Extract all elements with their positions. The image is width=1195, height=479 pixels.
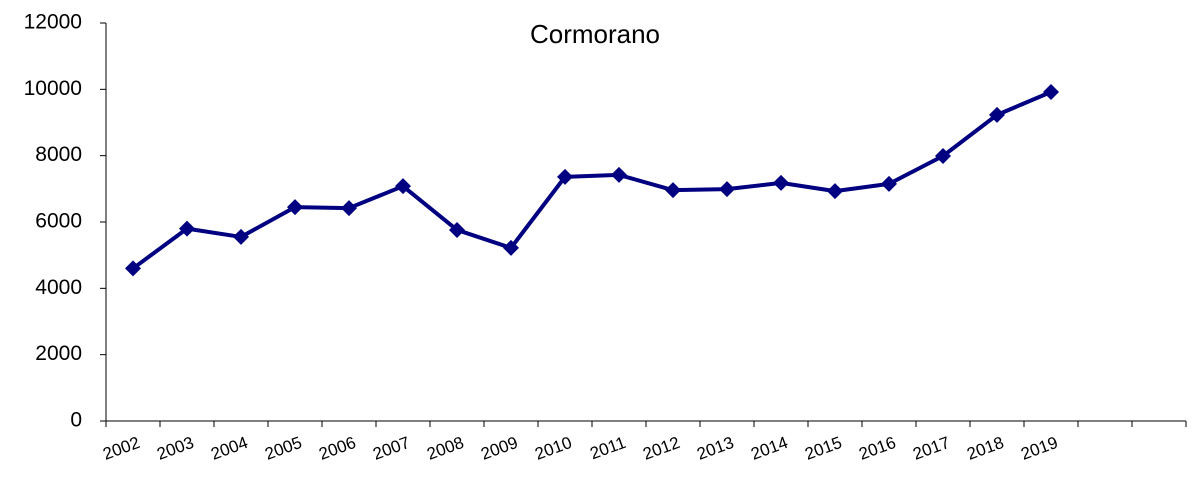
marker — [989, 106, 1005, 123]
x-tick-label: 2018 — [964, 433, 1006, 464]
x-tick-label: 2002 — [100, 433, 142, 464]
marker — [233, 228, 249, 245]
x-tick-label: 2016 — [856, 433, 898, 464]
x-tick-label: 2017 — [910, 433, 952, 464]
x-tick-label: 2007 — [370, 433, 412, 464]
x-tick-label: 2011 — [588, 433, 629, 463]
marker — [179, 220, 195, 237]
x-tick-label: 2013 — [694, 433, 736, 464]
marker — [665, 182, 681, 199]
y-tick-label: 6000 — [35, 210, 82, 233]
y-tick-label: 4000 — [35, 276, 82, 299]
marker — [773, 174, 789, 191]
x-tick-label: 2006 — [316, 433, 358, 464]
series-line — [131, 90, 1052, 271]
x-tick-label: 2014 — [748, 433, 790, 464]
marker — [935, 147, 951, 164]
x-tick-label: 2005 — [262, 433, 304, 464]
marker — [449, 221, 465, 238]
marker — [1043, 83, 1059, 100]
x-tick-label: 2004 — [208, 433, 250, 464]
x-tick-label: 2008 — [424, 433, 466, 464]
marker — [125, 260, 141, 277]
y-tick-label: 2000 — [35, 342, 82, 365]
x-tick-label: 2015 — [802, 433, 844, 464]
marker — [557, 168, 573, 185]
chart-title: Cormorano — [530, 19, 660, 49]
x-tick-label: 2019 — [1018, 433, 1060, 464]
marker — [503, 239, 519, 256]
x-tick-label: 2012 — [640, 433, 682, 464]
x-tick-label: 2010 — [532, 433, 574, 464]
marker — [341, 200, 357, 217]
x-tick-label: 2003 — [154, 433, 196, 464]
y-tick-label: 10000 — [24, 77, 82, 100]
marker — [719, 181, 735, 198]
marker — [827, 183, 843, 200]
marker — [287, 199, 303, 216]
y-tick-label: 12000 — [24, 11, 82, 34]
y-tick-label: 8000 — [35, 143, 82, 166]
y-tick-label: 0 — [70, 409, 82, 432]
marker — [395, 178, 411, 195]
x-tick-label: 2009 — [478, 433, 520, 464]
marker — [881, 175, 897, 192]
marker — [611, 166, 627, 183]
